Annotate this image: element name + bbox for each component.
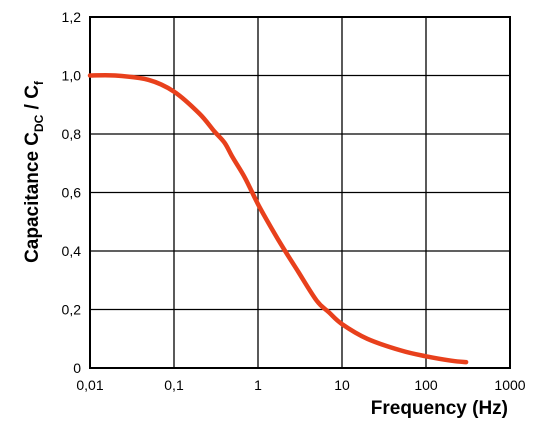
x-tick-label: 100 <box>414 377 438 393</box>
y-tick-label: 0,2 <box>62 302 82 318</box>
x-tick-label: 0,1 <box>164 377 184 393</box>
y-tick-label: 0 <box>73 360 81 376</box>
y-axis-label-sub-f: f <box>32 80 46 85</box>
y-axis-label: Capacitance CDC / Cf <box>22 80 46 263</box>
y-tick-label: 1,0 <box>62 68 82 84</box>
x-tick-label: 1 <box>254 377 262 393</box>
x-axis-label: Frequency (Hz) <box>371 398 508 419</box>
x-tick-label: 10 <box>334 377 350 393</box>
series-line <box>87 72 469 365</box>
grid <box>89 16 511 369</box>
plot-frame <box>89 16 511 369</box>
x-tick-label: 0,01 <box>76 377 103 393</box>
x-axis-ticks: 0,01 0,1 1 10 100 1000 <box>76 377 525 393</box>
y-tick-label: 1,2 <box>62 9 82 25</box>
series-layer <box>87 72 469 365</box>
y-axis-label-main: Capacitance C <box>22 132 43 263</box>
y-tick-label: 0,6 <box>62 185 82 201</box>
x-tick-label: 1000 <box>494 377 525 393</box>
y-axis-label-mid: / C <box>22 85 43 115</box>
y-tick-label: 0,8 <box>62 126 82 142</box>
y-axis-ticks: 0 0,2 0,4 0,6 0,8 1,0 1,2 <box>62 9 82 376</box>
y-tick-label: 0,4 <box>62 243 82 259</box>
y-axis-label-sub-dc: DC <box>32 114 46 132</box>
